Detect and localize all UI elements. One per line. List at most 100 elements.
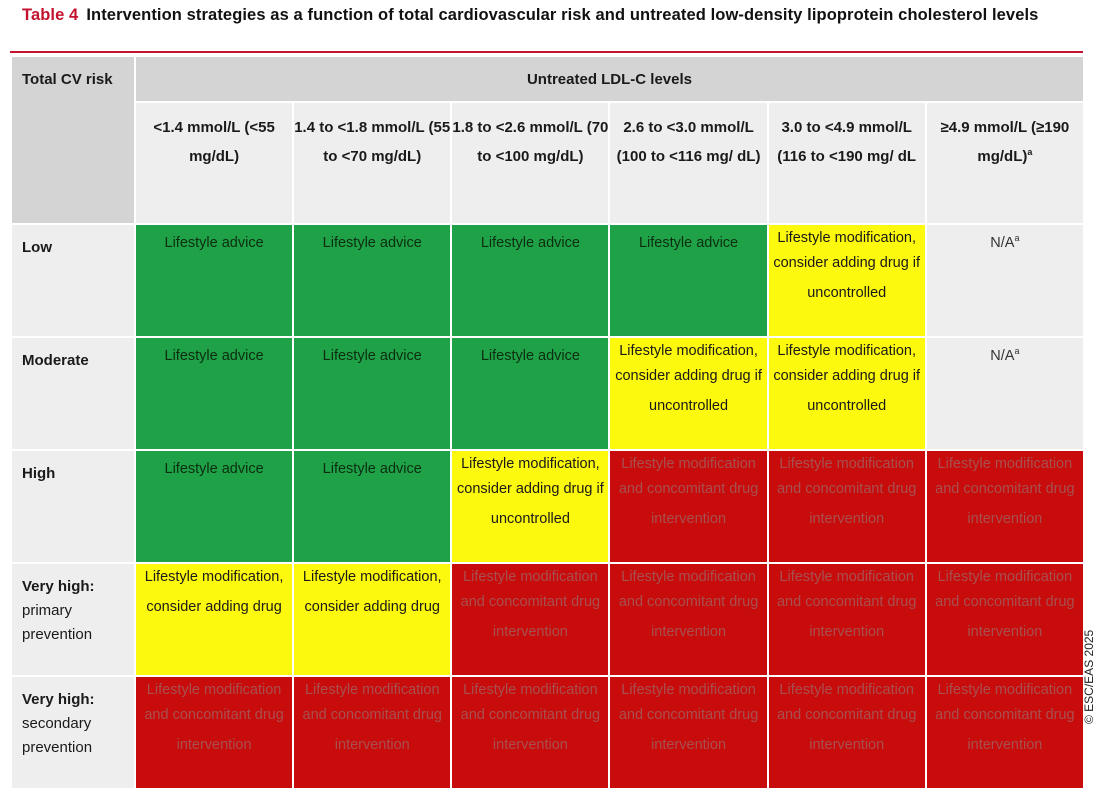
recommendation-cell: Lifestyle advice xyxy=(294,225,451,336)
column-header-label: ≥4.9 mmol/L (≥190 mg/dL) xyxy=(940,119,1070,165)
recommendation-cell: Lifestyle advice xyxy=(610,225,767,336)
recommendation-cell: Lifestyle modification, consider adding … xyxy=(136,564,293,675)
recommendation-text: Lifestyle advice xyxy=(322,234,422,251)
column-header: 1.8 to <2.6 mmol/L (70 to <100 mg/dL) xyxy=(452,103,609,223)
recommendation-text: Lifestyle modification and concomitant d… xyxy=(460,569,601,640)
recommendation-cell: N/Aa xyxy=(926,225,1083,336)
recommendation-text: Lifestyle modification, consider adding … xyxy=(773,230,921,301)
risk-level-label: Low xyxy=(22,239,52,256)
table-row: Low Lifestyle advice Lifestyle advice Lifes… xyxy=(12,225,1083,336)
column-header-label: <1.4 mmol/L (<55 mg/dL) xyxy=(153,119,275,165)
recommendation-text: Lifestyle modification and concomitant d… xyxy=(776,456,917,527)
recommendation-cell: Lifestyle advice xyxy=(294,451,451,562)
risk-level-label: Moderate xyxy=(22,352,89,369)
recommendation-cell: Lifestyle advice xyxy=(136,338,293,449)
recommendation-text: Lifestyle advice xyxy=(480,234,580,251)
recommendation-cell: Lifestyle modification and concomitant d… xyxy=(452,677,609,788)
recommendation-text: Lifestyle advice xyxy=(638,234,739,251)
corner-header-label: Total CV risk xyxy=(22,71,113,88)
corner-header: Total CV risk xyxy=(12,57,134,223)
table-number: Table 4 xyxy=(22,6,79,24)
recommendation-cell: Lifestyle modification and concomitant d… xyxy=(768,564,925,675)
footnote-marker: a xyxy=(1014,346,1020,356)
recommendation-cell: Lifestyle advice xyxy=(452,338,609,449)
recommendation-text: Lifestyle advice xyxy=(322,460,422,477)
table-row: Very high: secondary prevention Lifestyle … xyxy=(12,677,1083,788)
table-row: Very high: primary prevention Lifestyle mo… xyxy=(12,564,1083,675)
column-header: 3.0 to <4.9 mmol/L (116 to <190 mg/ dL xyxy=(768,103,925,223)
recommendation-text: Lifestyle advice xyxy=(480,347,580,364)
recommendation-cell: Lifestyle advice xyxy=(136,451,293,562)
risk-level-sublabel: secondary prevention xyxy=(22,715,93,756)
recommendation-cell: Lifestyle modification and concomitant d… xyxy=(136,677,293,788)
recommendation-cell: Lifestyle modification and concomitant d… xyxy=(452,564,609,675)
recommendation-text: Lifestyle advice xyxy=(164,347,264,364)
risk-level-header: High xyxy=(12,451,134,562)
risk-level-header: Low xyxy=(12,225,134,336)
column-header: ≥4.9 mmol/L (≥190 mg/dL)a xyxy=(926,103,1083,223)
recommendation-text: Lifestyle modification, consider adding … xyxy=(773,343,921,414)
column-header: <1.4 mmol/L (<55 mg/dL) xyxy=(136,103,293,223)
recommendation-text: Lifestyle modification, consider adding … xyxy=(457,456,604,527)
recommendation-text: N/A xyxy=(990,234,1015,251)
recommendation-text: Lifestyle advice xyxy=(322,347,422,364)
recommendation-text: Lifestyle modification, consider adding … xyxy=(615,343,762,414)
recommendation-cell: Lifestyle advice xyxy=(452,225,609,336)
table-row: Moderate Lifestyle advice Lifestyle advice… xyxy=(12,338,1083,449)
recommendation-text: Lifestyle modification and concomitant d… xyxy=(618,456,759,527)
recommendation-text: Lifestyle modification and concomitant d… xyxy=(935,682,1075,753)
risk-level-header: Moderate xyxy=(12,338,134,449)
column-header: 1.4 to <1.8 mmol/L (55 to <70 mg/dL) xyxy=(294,103,451,223)
recommendation-cell: Lifestyle modification and concomitant d… xyxy=(926,564,1083,675)
risk-level-label: Very high: xyxy=(22,578,95,595)
recommendation-text: Lifestyle modification and concomitant d… xyxy=(460,682,601,753)
column-header-label: 2.6 to <3.0 mmol/L (100 to <116 mg/ dL) xyxy=(616,119,761,165)
recommendation-cell: Lifestyle modification and concomitant d… xyxy=(926,451,1083,562)
recommendation-text: Lifestyle advice xyxy=(164,234,264,251)
recommendation-cell: Lifestyle modification and concomitant d… xyxy=(610,677,767,788)
recommendation-cell: Lifestyle modification and concomitant d… xyxy=(768,451,925,562)
recommendation-text: Lifestyle modification and concomitant d… xyxy=(935,569,1075,640)
table-row: High Lifestyle advice Lifestyle advice Life… xyxy=(12,451,1083,562)
recommendation-text: Lifestyle modification and concomitant d… xyxy=(144,682,284,753)
recommendation-cell: Lifestyle advice xyxy=(136,225,293,336)
ldl-group-header: Untreated LDL-C levels xyxy=(136,57,1083,101)
column-header-label: 1.4 to <1.8 mmol/L (55 to <70 mg/dL) xyxy=(294,119,451,165)
recommendation-text: Lifestyle modification, consider adding … xyxy=(144,569,284,615)
footnote-marker: a xyxy=(1027,147,1033,157)
table-title: Intervention strategies as a function of… xyxy=(86,6,1039,24)
risk-level-label: High xyxy=(22,465,56,482)
recommendation-text: Lifestyle modification and concomitant d… xyxy=(302,682,442,753)
recommendation-cell: N/Aa xyxy=(926,338,1083,449)
recommendation-text: Lifestyle advice xyxy=(164,460,264,477)
recommendation-cell: Lifestyle modification, consider adding … xyxy=(294,564,451,675)
caption-divider xyxy=(10,51,1083,53)
recommendation-text: Lifestyle modification and concomitant d… xyxy=(776,682,917,753)
recommendation-text: Lifestyle modification and concomitant d… xyxy=(618,569,759,640)
recommendation-text: Lifestyle modification and concomitant d… xyxy=(776,569,917,640)
column-header-label: 1.8 to <2.6 mmol/L (70 to <100 mg/dL) xyxy=(452,119,609,165)
recommendation-cell: Lifestyle modification, consider adding … xyxy=(610,338,767,449)
risk-level-header: Very high: primary prevention xyxy=(12,564,134,675)
recommendation-cell: Lifestyle modification and concomitant d… xyxy=(926,677,1083,788)
recommendation-cell: Lifestyle modification and concomitant d… xyxy=(294,677,451,788)
recommendation-cell: Lifestyle modification, consider adding … xyxy=(768,338,925,449)
recommendation-text: Lifestyle modification and concomitant d… xyxy=(935,456,1075,527)
recommendation-text: Lifestyle modification, consider adding … xyxy=(302,569,442,615)
recommendation-text: Lifestyle modification and concomitant d… xyxy=(618,682,759,753)
column-header: 2.6 to <3.0 mmol/L (100 to <116 mg/ dL) xyxy=(610,103,767,223)
ldl-group-header-label: Untreated LDL-C levels xyxy=(526,70,693,88)
recommendation-cell: Lifestyle modification, consider adding … xyxy=(768,225,925,336)
recommendation-cell: Lifestyle modification and concomitant d… xyxy=(610,564,767,675)
risk-level-header: Very high: secondary prevention xyxy=(12,677,134,788)
recommendation-cell: Lifestyle modification and concomitant d… xyxy=(768,677,925,788)
recommendation-cell: Lifestyle advice xyxy=(294,338,451,449)
recommendation-cell: Lifestyle modification, consider adding … xyxy=(452,451,609,562)
risk-level-sublabel: primary prevention xyxy=(22,602,93,643)
risk-level-label: Very high: xyxy=(22,691,95,708)
footnote-marker: a xyxy=(1014,233,1020,243)
copyright-watermark: © ESC/EAS 2025 xyxy=(1082,629,1096,724)
intervention-table: Total CV risk Untreated LDL-C levels <1.… xyxy=(10,55,1085,790)
recommendation-cell: Lifestyle modification and concomitant d… xyxy=(610,451,767,562)
column-header-label: 3.0 to <4.9 mmol/L (116 to <190 mg/ dL xyxy=(777,119,917,165)
